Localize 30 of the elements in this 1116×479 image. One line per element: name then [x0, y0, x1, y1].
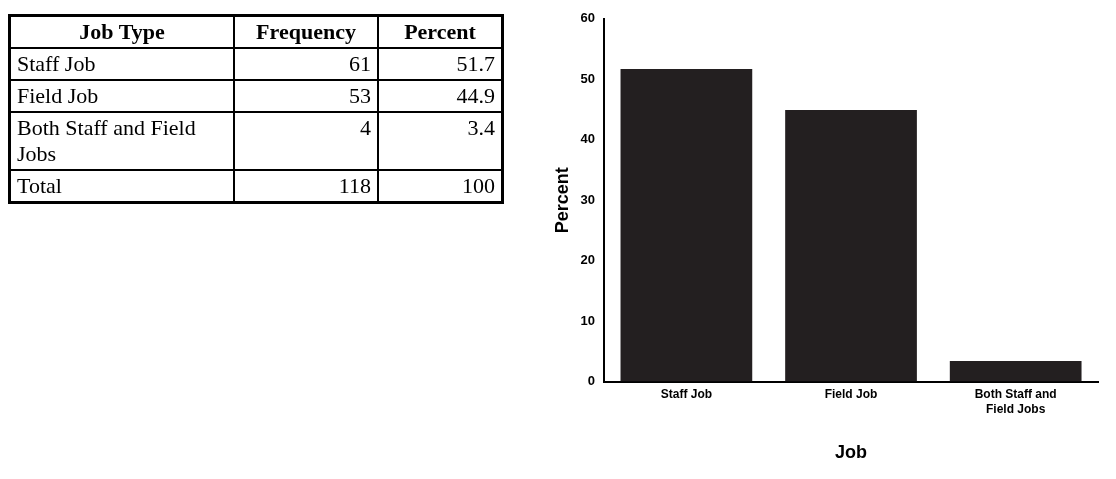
x-tick-label: Staff Job [660, 387, 713, 402]
x-axis-title: Job [835, 442, 868, 463]
text: 4 [234, 112, 378, 170]
y-tick-label: 60 [580, 10, 596, 26]
text: 53 [234, 80, 378, 112]
text: 44.9 [378, 80, 503, 112]
text: 118 [234, 170, 378, 203]
bar [949, 361, 1082, 382]
y-tick-label: 20 [580, 252, 596, 268]
x-tick-label: Both Staff and Field Jobs [974, 387, 1057, 416]
y-tick-label: 50 [580, 70, 596, 86]
text: Percent [378, 15, 503, 48]
text: Field Job [9, 80, 234, 112]
text: Both Staff and Field Jobs [9, 112, 234, 170]
text: 100 [378, 170, 503, 203]
text: 61 [234, 48, 378, 80]
text: Job Type [9, 15, 234, 48]
y-tick-label: 40 [580, 131, 596, 147]
y-tick-label: 10 [580, 312, 596, 328]
bar [785, 110, 917, 382]
text: Total [9, 170, 234, 203]
text: 51.7 [378, 48, 503, 80]
text: 3.4 [378, 112, 503, 170]
y-axis-title: Percent [551, 167, 572, 234]
bar [620, 68, 753, 382]
text: Staff Job [9, 48, 234, 80]
y-tick-label: 0 [587, 373, 596, 389]
y-tick-label: 30 [580, 191, 596, 207]
x-tick-label: Field Job [824, 387, 878, 402]
text: Frequency [234, 15, 378, 48]
